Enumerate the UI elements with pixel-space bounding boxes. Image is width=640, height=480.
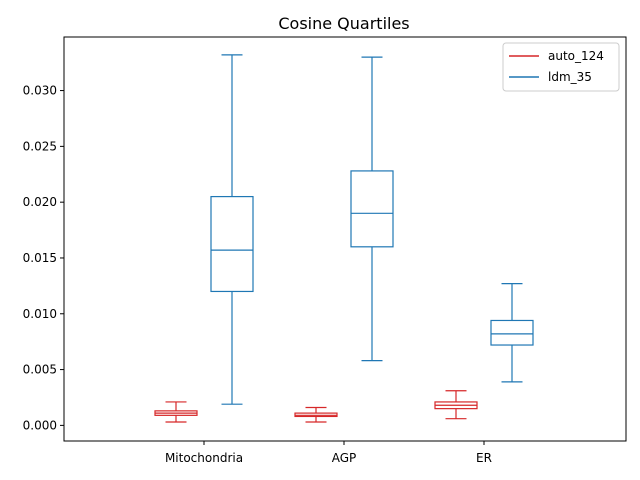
plot-frame [63, 36, 627, 442]
y-tick-label: 0.000 [23, 418, 57, 432]
y-tick-label: 0.030 [23, 84, 57, 98]
y-tick-label: 0.025 [23, 139, 57, 153]
y-tick-label: 0.015 [23, 251, 57, 265]
box-ldm_35-mitochondria [210, 54, 254, 405]
chart-title: Cosine Quartiles [278, 14, 409, 33]
plot-marks [154, 54, 534, 423]
y-tick-label: 0.010 [23, 307, 57, 321]
box-auto_124-er [434, 390, 478, 420]
y-tick-label: 0.020 [23, 195, 57, 209]
series-ldm_35 [210, 54, 534, 405]
box-iqr [490, 319, 534, 346]
box-iqr [210, 195, 254, 293]
x-tick-label: Mitochondria [165, 451, 243, 465]
legend-label-auto_124: auto_124 [548, 49, 604, 63]
legend-label-ldm_35: ldm_35 [548, 70, 592, 84]
legend-frame [502, 42, 620, 92]
box-ldm_35-agp [350, 56, 394, 362]
x-tick-label: ER [476, 451, 492, 465]
box-auto_124-agp [294, 406, 338, 423]
series-auto_124 [154, 390, 478, 423]
axes: 0.000 0.005 0.010 0.015 0.020 0.025 0.030 Mitoc… [23, 36, 627, 465]
box-iqr [350, 170, 394, 248]
x-tick-label: AGP [332, 451, 357, 465]
y-tick-label: 0.005 [23, 363, 57, 377]
legend: auto_124 ldm_35 [502, 42, 620, 92]
box-auto_124-mitochondria [154, 401, 198, 423]
box-ldm_35-er [490, 283, 534, 383]
